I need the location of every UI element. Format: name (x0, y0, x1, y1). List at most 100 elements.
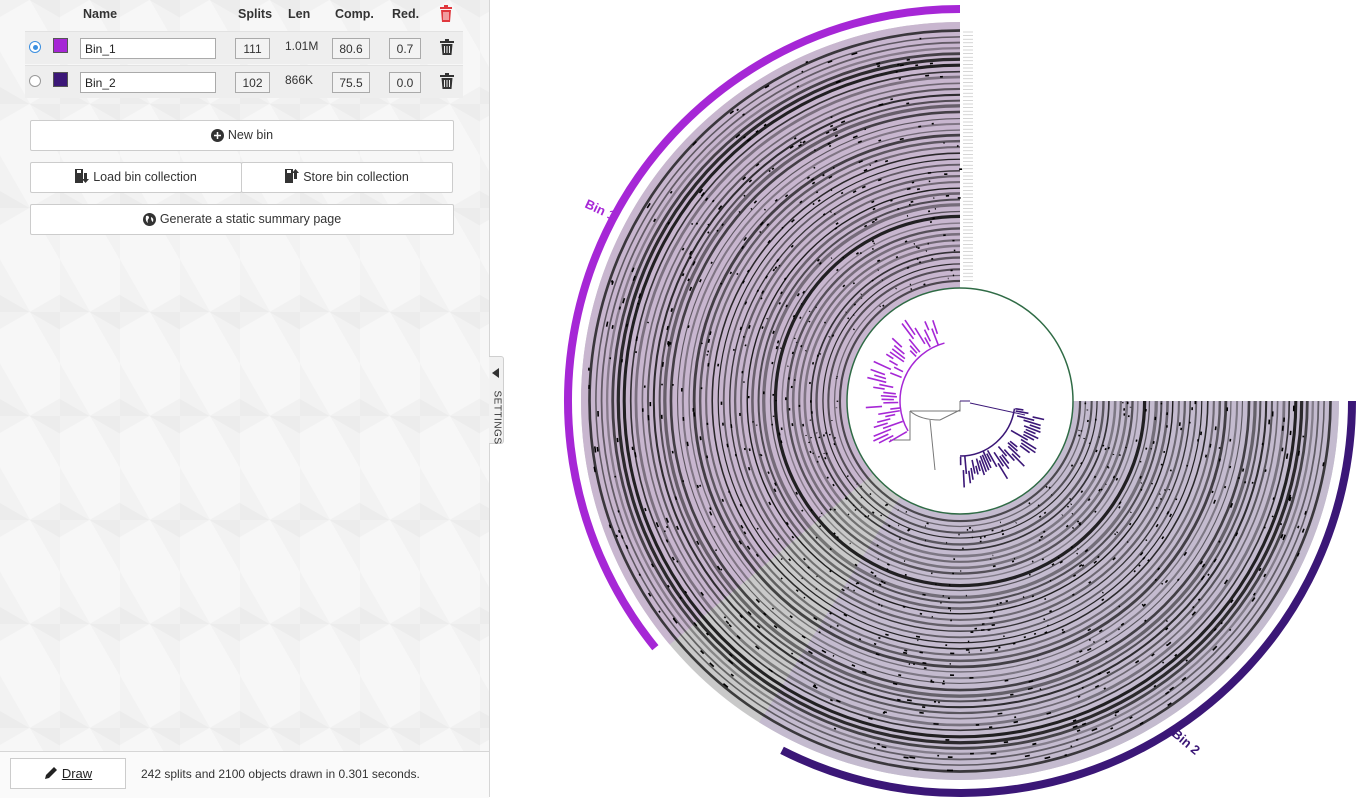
draw-status-text: 242 splits and 2100 objects drawn in 0.3… (141, 767, 420, 781)
split-mark (930, 63, 933, 65)
new-bin-button[interactable]: New bin (30, 120, 454, 151)
split-mark (942, 683, 945, 685)
split-mark (701, 387, 703, 389)
split-mark (958, 534, 959, 536)
split-mark (1166, 425, 1168, 428)
split-mark (996, 603, 998, 605)
split-mark (743, 381, 745, 382)
split-mark (648, 415, 650, 420)
split-mark (952, 240, 954, 242)
split-mark (983, 699, 986, 701)
load-bin-collection-button[interactable]: Load bin collection (30, 162, 242, 193)
split-mark (799, 405, 801, 407)
split-mark (773, 416, 775, 417)
delete-bin-trash-icon[interactable] (440, 73, 454, 89)
split-mark (948, 756, 953, 758)
split-mark (974, 628, 977, 630)
split-mark (609, 357, 611, 359)
split-mark (980, 649, 982, 651)
split-mark (953, 275, 954, 277)
split-mark (970, 753, 974, 755)
split-mark (950, 653, 954, 655)
split-mark (763, 391, 765, 394)
split-mark (785, 397, 787, 400)
bin-len-value: 866K (285, 73, 313, 87)
bin-select-radio[interactable] (29, 41, 41, 53)
split-mark (1154, 417, 1156, 420)
split-mark (998, 646, 1000, 648)
split-mark (1262, 443, 1264, 445)
split-mark (809, 382, 811, 384)
split-mark (969, 652, 970, 654)
split-mark (811, 411, 813, 414)
split-mark (1145, 409, 1147, 412)
delete-bin-trash-icon[interactable] (440, 39, 454, 55)
delete-all-trash-icon[interactable] (439, 5, 453, 22)
split-mark (950, 674, 954, 676)
split-mark (980, 537, 982, 539)
split-mark (1166, 412, 1168, 415)
split-mark (989, 726, 992, 728)
split-mark (810, 400, 812, 402)
split-mark (1014, 716, 1016, 718)
globe-icon (143, 213, 156, 226)
split-mark (980, 541, 982, 543)
pencil-icon (44, 766, 58, 780)
split-mark (1226, 407, 1228, 411)
split-mark (935, 208, 936, 210)
split-mark (1127, 402, 1129, 404)
split-mark (772, 394, 774, 396)
bin1-tree-leaf (890, 408, 900, 409)
draw-button[interactable]: Draw (10, 758, 126, 789)
split-mark (1122, 402, 1124, 403)
bin-splits-value: 111 (235, 38, 270, 59)
split-mark (929, 180, 931, 182)
split-mark (968, 641, 969, 643)
store-bin-collection-button[interactable]: Store bin collection (241, 162, 453, 193)
split-mark (946, 195, 949, 197)
bin2-tree-leaf (963, 470, 964, 487)
split-mark (836, 408, 838, 409)
split-mark (945, 644, 947, 646)
bin-color-swatch[interactable] (53, 38, 68, 53)
split-mark (748, 396, 750, 398)
bin-name-input[interactable]: Bin_2 (80, 72, 216, 93)
split-mark (969, 527, 971, 529)
split-mark (741, 371, 743, 373)
split-mark (1283, 417, 1285, 421)
split-mark (693, 412, 695, 416)
split-mark (1268, 420, 1270, 425)
split-mark (933, 197, 934, 199)
split-mark (644, 385, 646, 387)
split-mark (970, 631, 973, 633)
bin-select-radio[interactable] (29, 75, 41, 87)
split-mark (650, 402, 652, 406)
header-comp: Comp. (335, 7, 374, 21)
bin-red-value: 0.7 (389, 38, 421, 59)
split-mark (950, 269, 952, 271)
split-mark (958, 197, 961, 199)
split-mark (950, 663, 951, 665)
split-mark (982, 623, 985, 625)
split-mark (1189, 422, 1191, 424)
bin-color-swatch[interactable] (53, 72, 68, 87)
bin-name-input[interactable]: Bin_1 (80, 38, 216, 59)
split-mark (938, 702, 940, 704)
split-mark (1302, 436, 1304, 438)
new-bin-label: New bin (228, 128, 273, 142)
split-mark (928, 210, 930, 212)
split-mark (707, 350, 709, 352)
store-icon (285, 169, 299, 184)
split-mark (948, 607, 951, 609)
generate-summary-button[interactable]: Generate a static summary page (30, 204, 454, 235)
split-mark (931, 680, 933, 682)
split-mark (920, 38, 922, 40)
split-mark (947, 770, 953, 772)
split-mark (966, 649, 969, 651)
split-mark (672, 384, 674, 386)
split-mark (1180, 428, 1182, 431)
split-mark (931, 572, 933, 574)
split-mark (954, 250, 956, 252)
